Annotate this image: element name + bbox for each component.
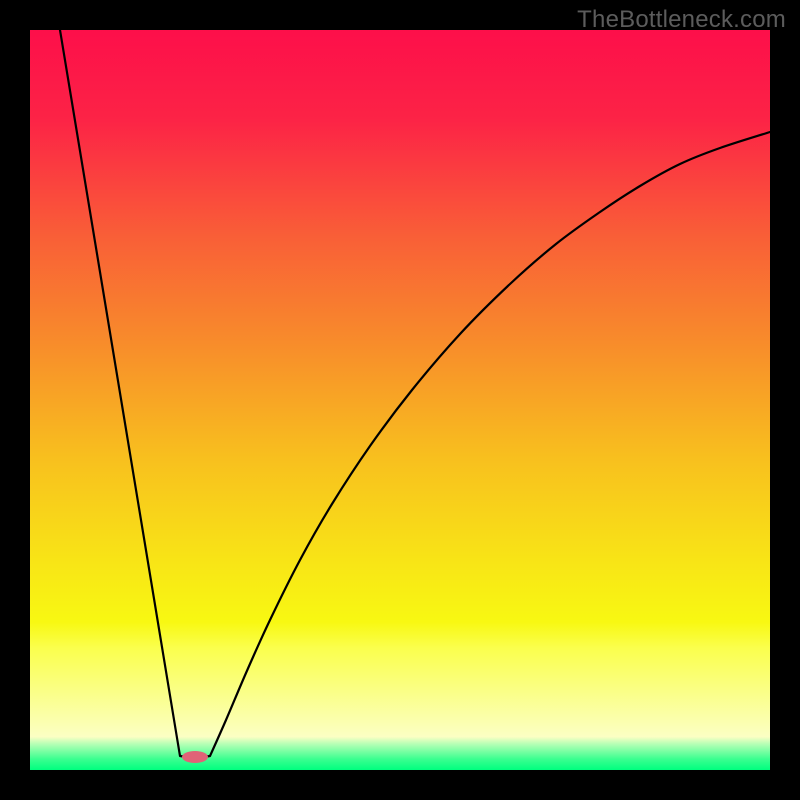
plot-area [30,30,770,770]
chart-container: TheBottleneck.com [0,0,800,800]
optimal-marker [182,751,208,763]
watermark-text: TheBottleneck.com [577,6,786,34]
gradient-chart [0,0,800,800]
